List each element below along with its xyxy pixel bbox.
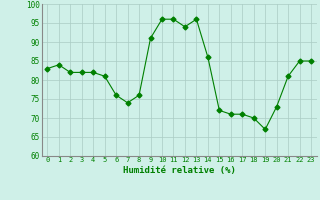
X-axis label: Humidité relative (%): Humidité relative (%) xyxy=(123,166,236,175)
